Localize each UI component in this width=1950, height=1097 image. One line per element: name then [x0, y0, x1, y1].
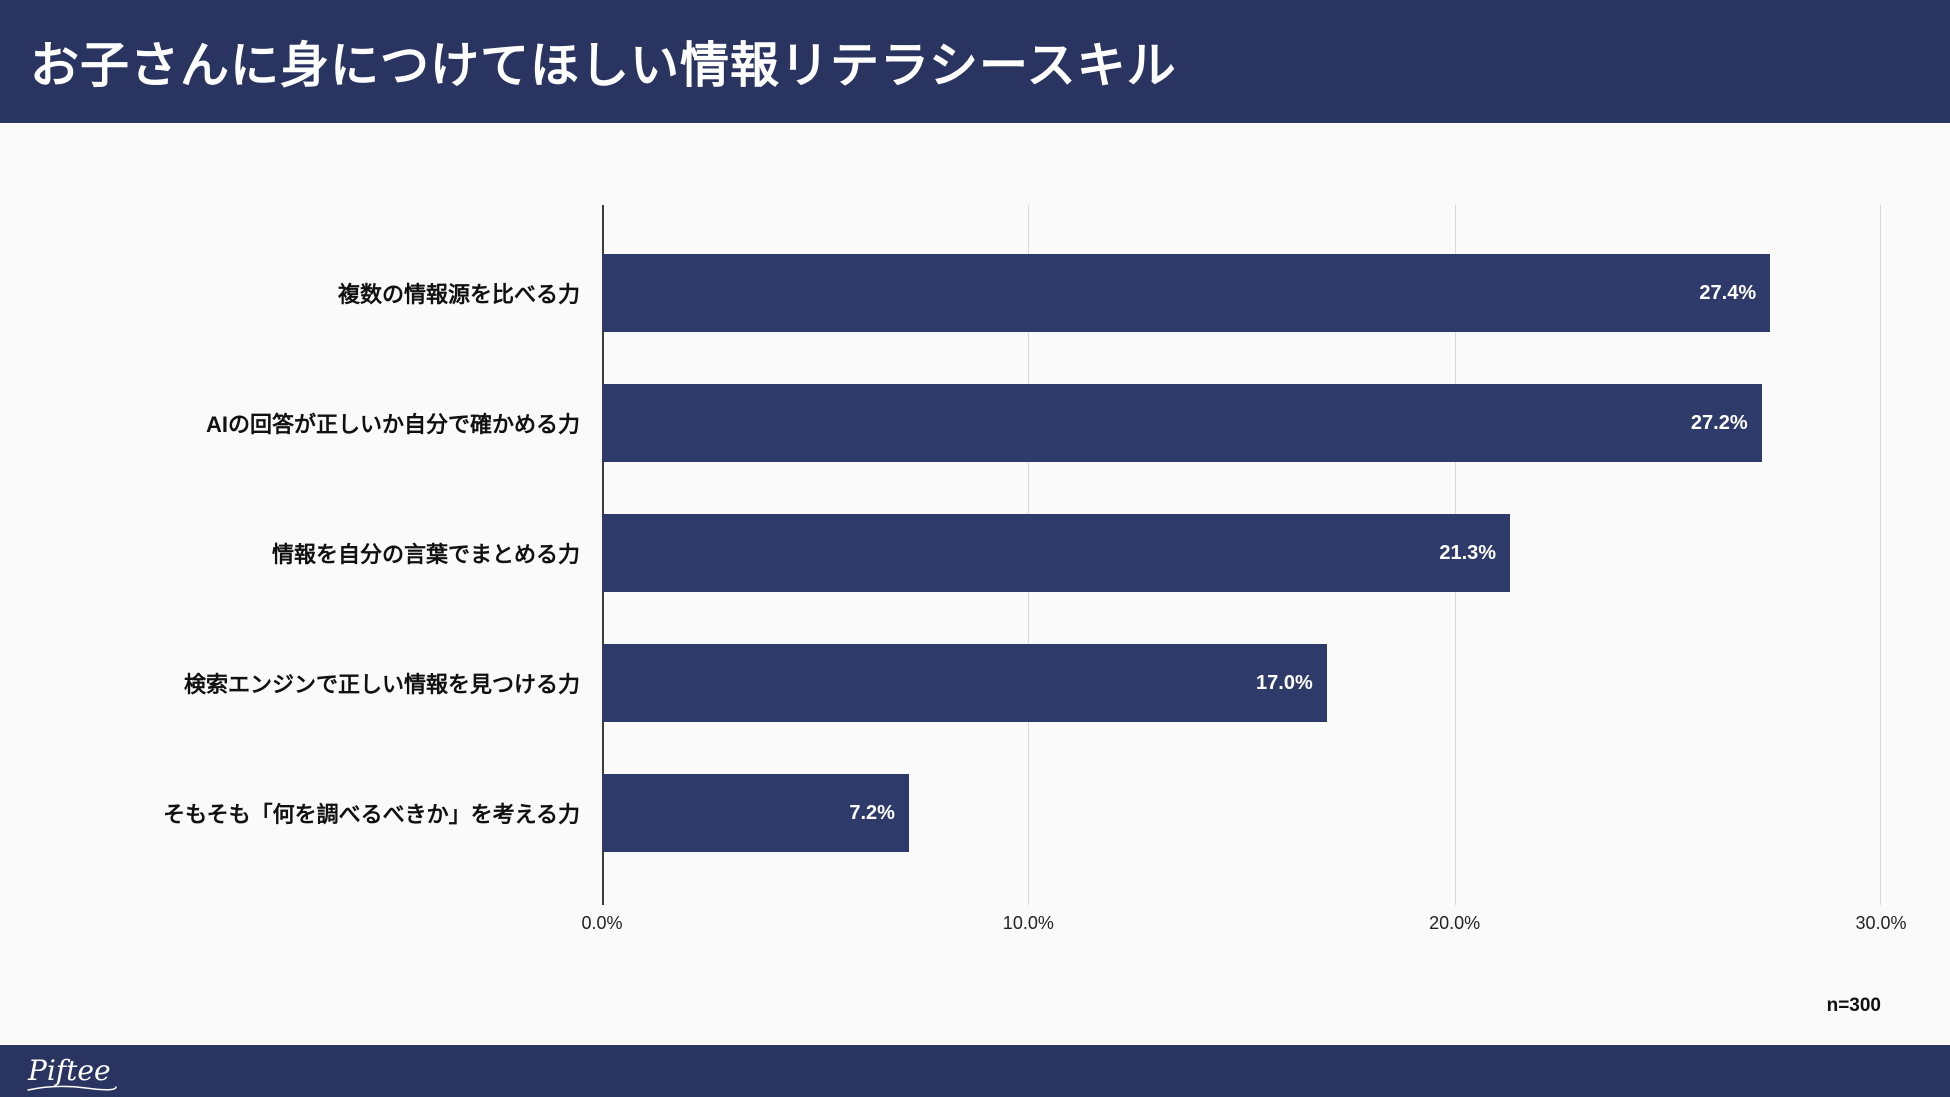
x-tick: 20.0% [1429, 913, 1481, 933]
chart-row: 複数の情報源を比べる力 27.4% [0, 228, 1881, 358]
category-label: AIの回答が正しいか自分で確かめる力 [205, 412, 580, 437]
value-label: 17.0% [1256, 671, 1313, 694]
value-label: 27.2% [1690, 411, 1748, 434]
header-bar: お子さんに身につけてほしい情報リテラシースキル [0, 0, 1950, 123]
category-label: そもそも「何を調べるべきか」を考える力 [163, 802, 580, 827]
logo-flourish-icon [27, 1085, 117, 1091]
chart-row: AIの回答が正しいか自分で確かめる力 27.2% [0, 358, 1881, 488]
bar-track: 17.0% [602, 644, 1881, 722]
bar-track: 27.2% [602, 384, 1881, 462]
bar: 27.4% [602, 254, 1771, 332]
bar: 21.3% [602, 514, 1511, 592]
value-label: 27.4% [1699, 281, 1757, 304]
x-tick: 10.0% [1002, 913, 1054, 933]
x-tick: 30.0% [1855, 913, 1907, 933]
chart-row: そもそも「何を調べるべきか」を考える力 7.2% [0, 748, 1881, 878]
chart-row: 情報を自分の言葉でまとめる力 21.3% [0, 488, 1881, 618]
page-title: お子さんに身につけてほしい情報リテラシースキル [30, 39, 1177, 93]
piftee-logo: Piftee [27, 1054, 117, 1091]
chart-rows: 複数の情報源を比べる力 27.4% AIの回答が正しいか自分で確かめる力 27.… [0, 205, 1881, 878]
x-tick: 0.0% [581, 913, 623, 933]
bar-track: 7.2% [602, 774, 1881, 852]
sample-size-note: n=300 [1826, 995, 1881, 1016]
piftee-logo-text: Piftee [28, 1054, 111, 1087]
bar-chart: 複数の情報源を比べる力 27.4% AIの回答が正しいか自分で確かめる力 27.… [0, 123, 1950, 1045]
category-label: 検索エンジンで正しい情報を見つける力 [183, 672, 580, 697]
bar: 27.2% [602, 384, 1762, 462]
category-label: 複数の情報源を比べる力 [337, 282, 580, 307]
chart-row: 検索エンジンで正しい情報を見つける力 17.0% [0, 618, 1881, 748]
category-label: 情報を自分の言葉でまとめる力 [271, 542, 580, 567]
value-label: 7.2% [849, 801, 895, 824]
value-label: 21.3% [1439, 541, 1497, 564]
footer-bar: Piftee [0, 1045, 1950, 1097]
bar: 17.0% [602, 644, 1327, 722]
bar: 7.2% [602, 774, 909, 852]
bar-track: 21.3% [602, 514, 1881, 592]
x-axis-ticks: 0.0% 10.0% 20.0% 30.0% [581, 913, 1906, 939]
bar-track: 27.4% [602, 254, 1881, 332]
